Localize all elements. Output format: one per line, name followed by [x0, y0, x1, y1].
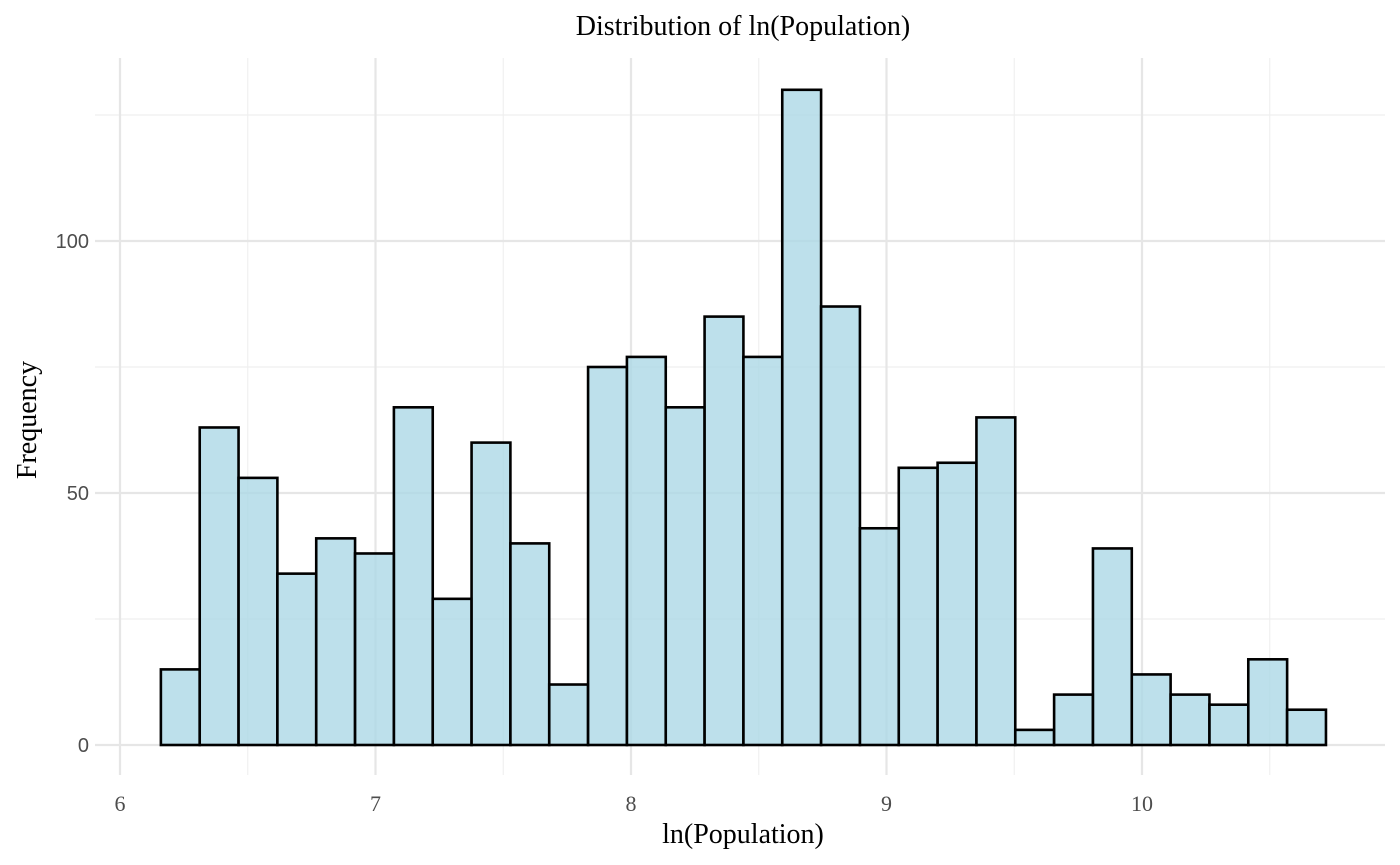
histogram-bar: [353, 552, 396, 747]
histogram-bar: [314, 537, 357, 747]
histogram-bar: [858, 526, 901, 747]
histogram-bar: [1013, 728, 1056, 747]
histogram-bar: [664, 406, 706, 747]
x-tick-label: 9: [881, 791, 892, 816]
histogram-bar: [392, 406, 435, 747]
x-tick-label: 10: [1131, 791, 1153, 816]
histogram-bar: [159, 668, 202, 747]
histogram-bar: [1246, 658, 1289, 747]
x-tick-label: 8: [626, 791, 637, 816]
histogram-bar: [742, 355, 784, 747]
x-axis-title: ln(Population): [662, 819, 824, 850]
histogram-bar: [198, 426, 240, 747]
histogram-bar: [975, 416, 1017, 747]
histogram-bar: [586, 365, 629, 747]
histogram-bar: [897, 466, 939, 747]
chart-title: Distribution of ln(Population): [576, 11, 910, 42]
histogram-bar: [625, 355, 668, 747]
histogram-bar: [1091, 547, 1134, 747]
histogram-bar: [509, 542, 551, 747]
histogram-bar: [703, 315, 745, 747]
y-axis-ticks: 0 50 100: [56, 231, 89, 757]
y-tick-label: 100: [56, 231, 89, 253]
histogram-bar: [780, 88, 823, 747]
histogram-bar: [1052, 693, 1095, 747]
histogram-bar: [1208, 703, 1250, 747]
histogram-bar: [1285, 708, 1328, 747]
x-tick-label: 7: [370, 791, 381, 816]
histogram-bar: [1130, 673, 1172, 747]
y-axis-title: Frequency: [12, 361, 43, 479]
y-tick-label: 0: [78, 735, 89, 757]
histogram-bar: [237, 476, 279, 747]
histogram-bars: [159, 88, 1328, 747]
histogram-bar: [1169, 693, 1211, 747]
histogram-bar: [470, 441, 512, 747]
x-tick-label: 6: [115, 791, 126, 816]
histogram-bar: [431, 597, 473, 747]
histogram-bar: [276, 572, 318, 747]
y-tick-label: 50: [67, 483, 89, 505]
histogram-bar: [936, 461, 978, 747]
histogram-bar: [547, 683, 590, 747]
histogram-bar: [819, 305, 862, 747]
x-axis-ticks: 6 7 8 9 10: [115, 791, 1154, 816]
